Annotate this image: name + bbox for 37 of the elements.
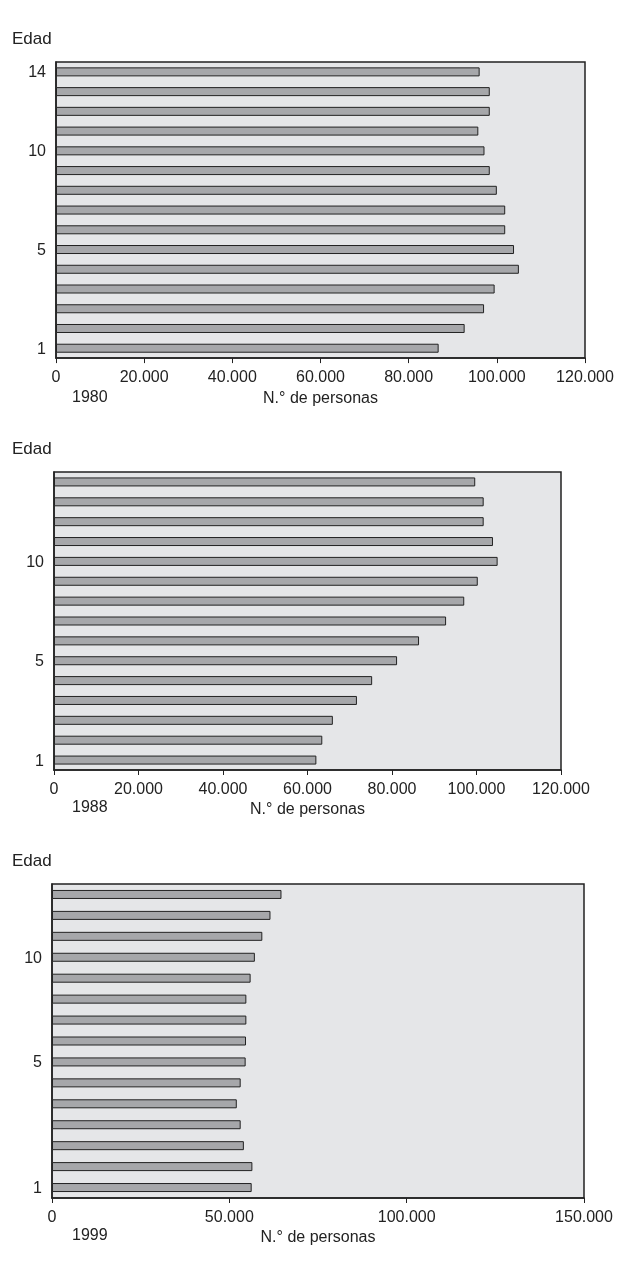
x-tick-label: 0 [51, 367, 61, 385]
x-tick-label: 20.000 [119, 367, 169, 385]
x-tick-label: 0 [47, 1207, 57, 1225]
text: 1980 [72, 387, 108, 405]
x-tick-label: 80.000 [384, 367, 434, 385]
x-tick-label: 100.000 [447, 779, 506, 797]
x-tick-label: 20.000 [114, 779, 164, 797]
y-tick-label: 1 [35, 751, 45, 769]
x-tick-label: 80.000 [367, 779, 417, 797]
x-axis-title: N.° de personas [250, 800, 365, 818]
y-tick-label: 10 [24, 948, 43, 966]
x-tick-label: 100.000 [467, 367, 526, 385]
y-tick-label: 5 [37, 241, 47, 259]
y-tick-label: 1 [37, 339, 47, 357]
x-axis-title: N.° de personas [263, 388, 378, 406]
y-axis-title: Edad [12, 29, 52, 48]
y-tick-label: 1 [33, 1179, 43, 1197]
y-axis-title: Edad [12, 851, 52, 870]
y-tick-label: 5 [33, 1053, 43, 1071]
y-tick-label: 10 [28, 142, 47, 160]
x-tick-label: 120.000 [532, 779, 591, 797]
x-tick-label: 150.000 [555, 1207, 614, 1225]
x-tick-label: 50.000 [204, 1207, 254, 1225]
text: 1999 [72, 1225, 108, 1243]
x-tick-label: 0 [49, 779, 59, 797]
x-tick-label: 60.000 [283, 779, 333, 797]
x-tick-label: 120.000 [556, 367, 615, 385]
y-axis-title: Edad [12, 439, 52, 458]
x-tick-label: 60.000 [296, 367, 346, 385]
y-tick-label: 10 [26, 552, 45, 570]
text: 1988 [72, 797, 108, 815]
y-tick-label: 14 [28, 63, 47, 81]
x-tick-label: 40.000 [207, 367, 257, 385]
y-tick-label: 5 [35, 652, 45, 670]
x-tick-label: 100.000 [377, 1207, 436, 1225]
x-axis-title: N.° de personas [260, 1228, 376, 1246]
x-tick-label: 40.000 [198, 779, 248, 797]
